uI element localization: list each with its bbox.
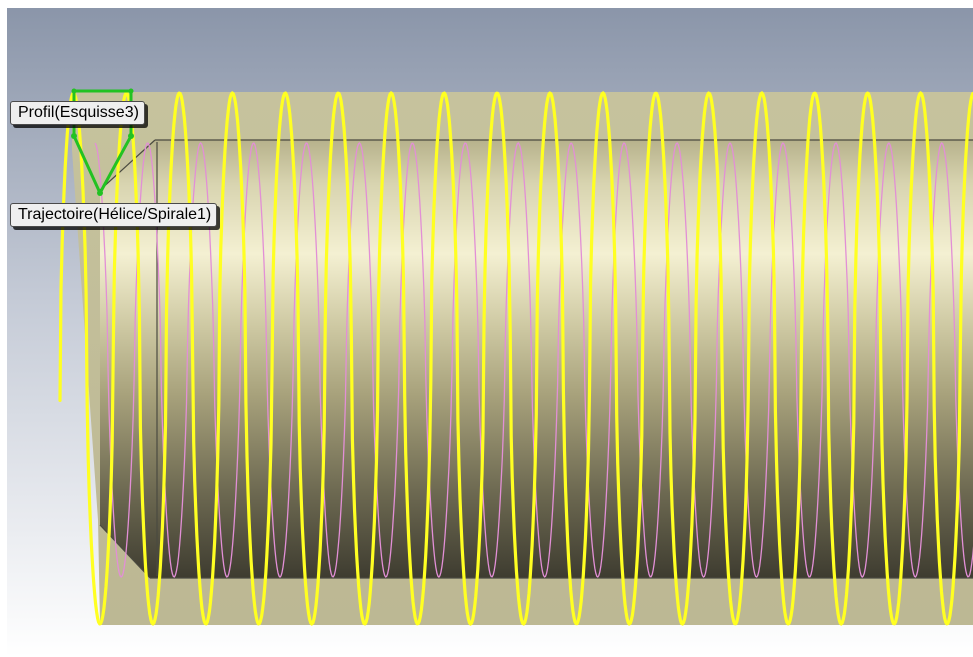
viewport-frame-left [0,0,7,657]
thread-profile-sweep [58,91,973,626]
sketch-point[interactable] [71,133,77,139]
sketch-point[interactable] [128,133,134,139]
cylinder-edge-lines [99,139,973,579]
sketch-point[interactable] [71,88,77,94]
viewport-frame-top [0,0,973,8]
profile-sketch[interactable] [71,88,134,197]
sketch-point[interactable] [97,190,103,196]
helix-path-curve [94,142,973,578]
path-callout[interactable]: Trajectoire(Hélice/Spirale1) [10,203,218,227]
profile-callout[interactable]: Profil(Esquisse3) [10,101,145,125]
sketch-point[interactable] [128,88,134,94]
